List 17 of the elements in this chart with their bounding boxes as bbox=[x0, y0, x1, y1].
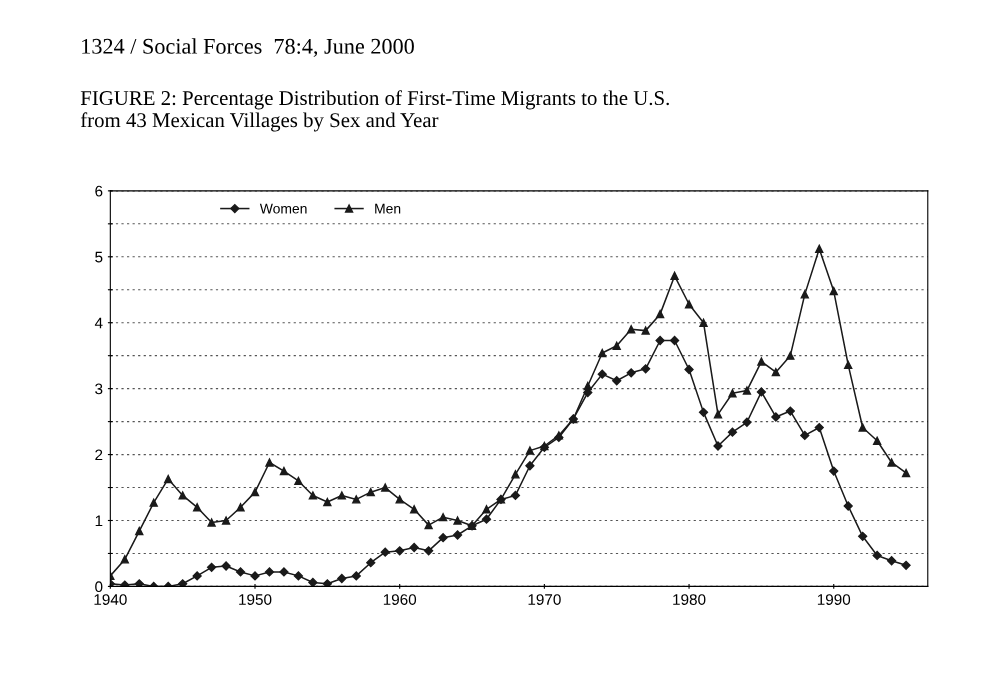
y-tick-label: 2 bbox=[95, 449, 103, 461]
y-tick-label: 1 bbox=[95, 515, 103, 527]
y-tick-label: 0 bbox=[95, 581, 103, 593]
x-tick-label: 1940 bbox=[94, 594, 127, 605]
x-tick-label: 1980 bbox=[673, 594, 706, 605]
legend-label: Women bbox=[259, 203, 307, 214]
y-tick-label: 4 bbox=[94, 317, 103, 329]
chart-title: FIGURE 2: Percentage Distribution of First-Time Migrants to the U.S. from 43 Mexican Villages by Sex and Year bbox=[80, 90, 669, 132]
x-tick-label: 1960 bbox=[383, 594, 417, 605]
x-tick-label: 1950 bbox=[239, 594, 272, 605]
x-tick-label: 1970 bbox=[528, 594, 561, 605]
text: 1324 / Social Forces 78:4, June 2000 bbox=[82, 38, 414, 58]
y-tick-label: 6 bbox=[95, 185, 103, 197]
y-tick-label: 3 bbox=[95, 383, 103, 395]
legend-label: Men bbox=[375, 203, 401, 214]
x-tick-label: 1990 bbox=[817, 594, 851, 605]
y-tick-label: 5 bbox=[95, 251, 103, 263]
